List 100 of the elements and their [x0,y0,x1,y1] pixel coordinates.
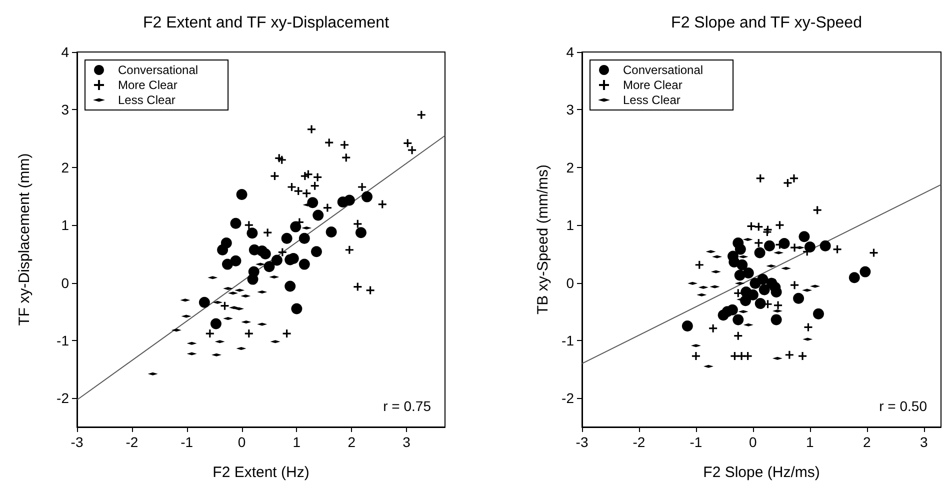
point [236,189,248,200]
point [230,218,242,229]
point [754,222,763,231]
legend-label: More Clear [118,78,178,92]
x-tick-label: 0 [238,434,246,450]
x-tick-label: 2 [863,434,872,450]
point [709,324,718,332]
point [362,191,373,202]
point [298,232,310,244]
y-tick-label: 1 [61,217,70,234]
y-tick-label: 0 [566,274,574,291]
x-axis-title: F2 Extent (Hz) [212,464,310,481]
y-tick-label: 4 [566,44,574,60]
point [298,258,310,270]
point [695,260,704,269]
point [246,228,258,239]
y-tick-label: -1 [56,332,70,348]
point [860,266,871,278]
point [798,352,807,360]
point [325,138,334,147]
point [734,332,742,340]
point [790,281,799,290]
legend-label: Conversational [118,63,198,77]
y-tick-label: 1 [566,217,574,234]
x-tick-label: 2 [348,434,356,450]
point [314,173,322,182]
point [281,232,292,244]
y-axis-title: TB xy-Speed (mm/ms) [534,164,552,315]
point [770,314,782,326]
point [358,183,366,191]
y-tick-label: -2 [562,390,574,406]
point [230,255,242,266]
point [270,172,279,180]
point [340,140,348,149]
point [726,304,738,316]
point [747,222,756,230]
x-tick-label: 1 [806,434,814,450]
chart-title: F2 Slope and TF xy-Speed [671,14,862,32]
point [408,146,416,154]
legend-label: More Clear [623,78,682,92]
point [354,220,362,228]
point [756,174,764,182]
point [790,174,798,182]
point [744,352,752,360]
y-tick-label: 2 [61,159,70,176]
y-axis-title: TF xy-Displacement (mm) [16,153,33,326]
point [326,226,337,238]
y-tick-label: 3 [61,102,70,118]
point [310,246,322,258]
point [798,231,810,242]
point [750,278,761,289]
y-tick-label: 2 [566,159,574,176]
point [742,267,754,278]
point [220,302,229,310]
point [774,301,782,310]
point [784,178,792,187]
annotation: r = 0.75 [383,398,432,414]
x-tick-label: -3 [70,434,84,450]
point [282,330,291,338]
point [310,182,319,190]
point [732,314,744,326]
point [198,296,210,308]
point [734,244,746,255]
point [260,248,271,260]
point [813,206,822,214]
point [793,292,804,304]
point [730,352,739,360]
point [820,240,831,252]
point [345,246,354,254]
point [244,330,253,338]
y-tick-label: 3 [566,102,574,118]
point [754,238,763,247]
x-tick-label: -1 [690,434,702,450]
point [206,330,214,338]
x-tick-label: -2 [126,434,138,450]
point [354,282,362,291]
x-tick-label: -3 [576,434,588,450]
point [355,227,366,238]
point [848,272,860,284]
point [323,204,332,212]
point [308,125,316,134]
annotation: r = 0.50 [879,398,928,414]
point [754,247,766,258]
point [758,284,770,296]
point [264,228,272,237]
point [278,248,286,256]
point [344,194,355,206]
point [812,308,824,320]
point [785,350,794,359]
point [804,323,812,332]
legend-label: Less Clear [623,93,680,107]
point [682,320,693,332]
point [833,245,842,254]
x-tick-label: 1 [292,434,301,450]
point [291,303,302,314]
point [312,210,324,221]
point [776,221,784,230]
point [378,200,386,208]
point [278,156,286,164]
point [764,240,775,252]
